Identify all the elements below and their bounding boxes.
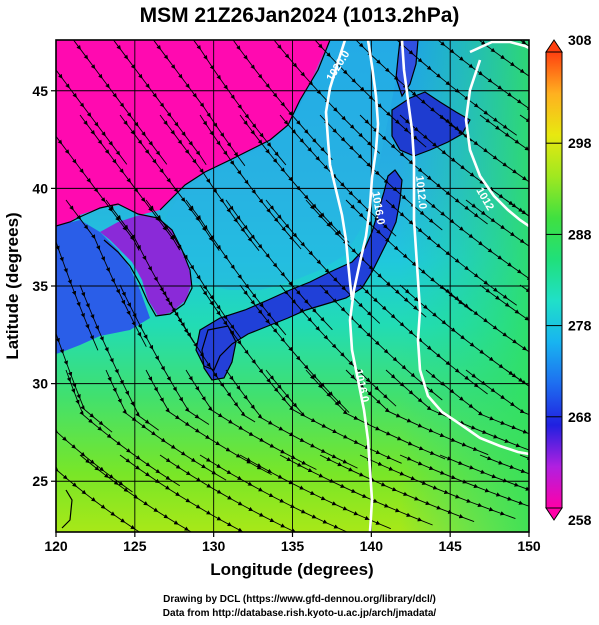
isobar-1016-west [348,40,380,532]
colorbar: 308 298 288 278 268 258 [545,32,592,528]
isobar-1016-east [469,40,529,54]
x-tick-label: 120 [44,538,68,554]
streamline [560,115,599,198]
x-tick-label: 135 [281,538,305,554]
y-axis-title: Latitude (degrees) [3,212,22,359]
streamline [465,369,529,443]
x-tick-label: 150 [517,538,541,554]
contour-label-3: 1012.0 [413,175,428,210]
colorbar-tick-label: 308 [568,32,592,48]
y-tick-label: 40 [32,180,48,196]
y-tick-label: 30 [32,376,48,392]
x-axis: 120 125 130 135 140 145 150 [44,532,541,554]
credit-data-source: Data from http://database.rish.kyoto-u.a… [162,608,437,619]
streamline [479,284,529,373]
wind-streamlines [56,40,599,532]
y-tick-label: 35 [32,278,48,294]
y-axis: 45 40 35 30 25 [32,83,56,489]
isobar-1012 [400,40,529,456]
streamline [479,114,529,203]
x-tick-label: 145 [438,538,462,554]
colorbar-tick-label: 268 [568,409,592,425]
credit-dcl: Drawing by DCL (https://www.gfd-dennou.o… [163,594,436,605]
colorbar-tick-label: 258 [568,512,592,528]
streamline [479,454,529,509]
colorbar-min-arrow [545,507,563,521]
colorbar-max-arrow [545,39,563,53]
colorbar-tick-label: 278 [568,318,592,334]
contour-label-2: 1016.0 [369,190,387,225]
y-tick-label: 25 [32,473,48,489]
streamline [560,455,599,507]
colorbar-tick-label: 288 [568,226,592,242]
isobar-contours [324,40,529,532]
x-tick-label: 125 [123,538,147,554]
x-tick-label: 130 [202,538,226,554]
isobar-1012-east [464,59,529,228]
chart-title: MSM 21Z26Jan2024 (1013.2hPa) [139,4,460,27]
streamline [465,199,529,289]
x-tick-label: 140 [360,538,384,554]
x-axis-title: Longitude (degrees) [210,560,373,579]
colorbar-gradient [545,51,563,509]
y-tick-label: 45 [32,83,48,99]
streamline [471,40,529,119]
isobar-1020 [324,40,354,301]
colorbar-tick-label: 298 [568,135,592,151]
